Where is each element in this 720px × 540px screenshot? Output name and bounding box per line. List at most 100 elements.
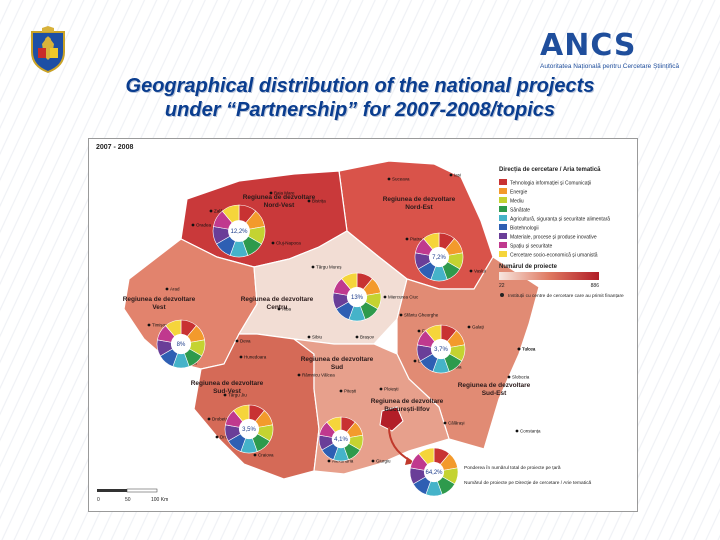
scale-min-label: 22 [499, 283, 505, 289]
legend-swatch [499, 224, 507, 230]
city-marker-icon [467, 325, 471, 329]
city-label: Constanța [520, 429, 541, 434]
city-label: Sibiu [312, 335, 323, 340]
region-label-line-2: Sud [331, 364, 343, 371]
region-label-line-2: București-Ilfov [384, 406, 430, 413]
city-label: Miercurea Ciuc [388, 295, 419, 300]
logo-subtitle: Autoritatea Națională pentru Cercetare Ș… [540, 63, 680, 70]
city-marker-icon [147, 323, 151, 327]
map-year-label: 2007 - 2008 [96, 144, 134, 151]
pie-percentage-label: 8% [177, 342, 186, 348]
city-marker-icon [371, 459, 375, 463]
city-marker-icon [443, 421, 447, 425]
city-label: Cluj-Napoca [276, 241, 301, 246]
city-marker-icon [379, 387, 383, 391]
city-marker-icon [517, 347, 521, 351]
city-label: Oradea [196, 223, 212, 228]
pie-center [428, 246, 450, 268]
pie-centru: 13% [332, 272, 382, 322]
city-marker-icon [355, 335, 359, 339]
city-label: Giurgiu [376, 459, 391, 464]
legend-swatch [499, 251, 507, 257]
map-legend: Direcția de cercetare / Aria tematică Teh… [464, 167, 624, 486]
region-label-line-1: Regiunea de dezvoltare [191, 380, 264, 387]
city-label: Brașov [360, 335, 375, 340]
scale-max-label: 886 [591, 283, 600, 289]
region-label-line-1: Regiunea de dezvoltare [241, 296, 314, 303]
city-marker-icon [191, 223, 195, 227]
pie-percentage-label: 13% [351, 295, 364, 301]
legend-item-label: Spațiu și securitate [510, 244, 552, 250]
region-label-line-1: Regiunea de dezvoltare [301, 356, 374, 363]
city-marker-icon [269, 191, 273, 195]
city-marker-icon [469, 269, 473, 273]
legend-item-label: Tehnologia informației și Comunicații [510, 181, 591, 187]
title-line-2: under “Partnership” for 2007-2008/topics [164, 99, 556, 121]
legend-item-label: Biotehnologii [510, 226, 539, 232]
city-label: Ploiești [384, 387, 399, 392]
legend-swatch [499, 188, 507, 194]
city-marker-icon [165, 287, 169, 291]
pie-bucuresti-ilfov: 64,2% [409, 447, 459, 497]
city-marker-icon [239, 355, 243, 359]
city-label: Tulcea [522, 347, 536, 352]
callout-share: Ponderea în numărul total de proiecte pe… [464, 465, 561, 471]
pie-charts-layer: 12,2% 7,2% 8% 13% 3,5% 4,1% 3,7% 64,2% [156, 204, 466, 497]
pie-percentage-label: 3,5% [242, 427, 256, 433]
legend-item-label: Energie [510, 190, 527, 196]
legend-swatch [499, 233, 507, 239]
slide-header: ANCS Autoritatea Națională pentru Cercet… [0, 0, 720, 135]
city-label: Tulcea [522, 347, 536, 352]
region-label-line-2: Sud-Vest [213, 388, 242, 395]
region-label-line-2: Centru [267, 304, 288, 311]
pie-center [346, 286, 368, 308]
institution-marker-icon [500, 293, 504, 297]
city-marker-icon [307, 199, 311, 203]
legend-swatch [499, 242, 507, 248]
legend-swatch [499, 197, 507, 203]
city-marker-icon [417, 329, 421, 333]
legend-swatch [499, 179, 507, 185]
city-label: Târgu Mureș [316, 265, 342, 270]
logo-text: ANCS [540, 28, 637, 63]
pie-center [331, 429, 351, 449]
city-label: Alba [282, 307, 292, 312]
city-label: Drobeta [212, 417, 229, 422]
region-bucuresti-ilfov [379, 406, 404, 432]
ancs-logo: ANCS Autoritatea Națională pentru Cercet… [540, 30, 690, 74]
pie-center [238, 418, 260, 440]
city-label: Arad [170, 287, 180, 292]
legend-swatch [499, 215, 507, 221]
city-marker-icon [307, 335, 311, 339]
region-label-line-1: Regiunea de dezvoltare [458, 382, 531, 389]
scale-tick-0: 0 [97, 497, 100, 503]
city-marker-icon [207, 417, 211, 421]
legend-item-label: Cercetare socio-economică și umanistă [510, 253, 598, 259]
city-marker-icon [235, 339, 239, 343]
pie-percentage-label: 7,2% [432, 255, 446, 261]
city-label: Baia Mare [274, 191, 295, 196]
legend-title: Direcția de cercetare / Aria tematică [499, 167, 601, 173]
legend-item-label: Mediu [510, 199, 524, 205]
scale-tick-50: 50 [125, 497, 131, 503]
pie-center [430, 338, 452, 360]
city-marker-icon [277, 307, 281, 311]
city-marker-icon [383, 295, 387, 299]
city-label: Deva [240, 339, 251, 344]
region-label-line-1: Regiunea de dezvoltare [371, 398, 444, 405]
pie-center [170, 333, 192, 355]
city-label: Suceava [392, 177, 410, 182]
city-marker-icon [223, 393, 227, 397]
region-label-line-2: Vest [152, 304, 166, 311]
city-marker-icon [339, 389, 343, 393]
city-label: Sfântu Gheorghe [404, 313, 439, 318]
region-label-line-1: Regiunea de dezvoltare [243, 194, 316, 201]
pie-center [423, 461, 445, 483]
legend-item-label: Agricultură, siguranța și securitate ali… [510, 217, 610, 223]
pie-center [228, 220, 250, 242]
